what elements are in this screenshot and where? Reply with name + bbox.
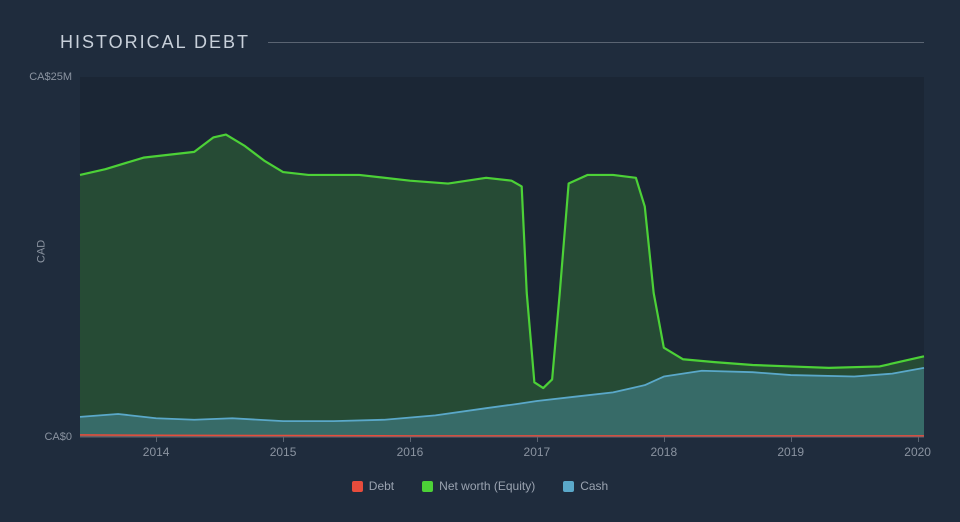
legend-item-debt: Debt <box>352 479 394 493</box>
legend: Debt Net worth (Equity) Cash <box>24 479 936 493</box>
legend-label: Debt <box>369 479 394 493</box>
legend-swatch <box>352 481 363 492</box>
x-tick-mark <box>283 437 284 442</box>
title-row: HISTORICAL DEBT <box>60 32 924 53</box>
title-rule <box>268 42 924 43</box>
y-axis: CA$0CA$25M <box>24 77 80 437</box>
legend-label: Cash <box>580 479 608 493</box>
legend-item-equity: Net worth (Equity) <box>422 479 535 493</box>
x-tick-mark <box>791 437 792 442</box>
y-tick: CA$0 <box>44 431 72 443</box>
x-tick-label: 2020 <box>904 445 931 459</box>
x-tick-mark <box>410 437 411 442</box>
y-axis-label: CAD <box>36 240 48 263</box>
x-axis: 2014201520162017201820192020 <box>80 437 924 465</box>
legend-item-cash: Cash <box>563 479 608 493</box>
x-tick-label: 2018 <box>650 445 677 459</box>
legend-swatch <box>563 481 574 492</box>
data-svg <box>80 77 924 437</box>
chart-title: HISTORICAL DEBT <box>60 32 250 53</box>
x-tick-mark <box>664 437 665 442</box>
historical-debt-chart: HISTORICAL DEBT CA$0CA$25M CAD 201420152… <box>0 0 960 522</box>
x-tick-mark <box>156 437 157 442</box>
x-tick-label: 2016 <box>397 445 424 459</box>
x-tick-mark <box>918 437 919 442</box>
legend-label: Net worth (Equity) <box>439 479 535 493</box>
x-tick-label: 2014 <box>143 445 170 459</box>
x-tick-mark <box>537 437 538 442</box>
legend-swatch <box>422 481 433 492</box>
x-tick-label: 2019 <box>777 445 804 459</box>
x-tick-label: 2017 <box>524 445 551 459</box>
y-tick: CA$25M <box>29 71 72 83</box>
x-tick-label: 2015 <box>270 445 297 459</box>
plot-area <box>80 77 924 437</box>
plot-wrap: CA$0CA$25M CAD <box>80 77 924 437</box>
